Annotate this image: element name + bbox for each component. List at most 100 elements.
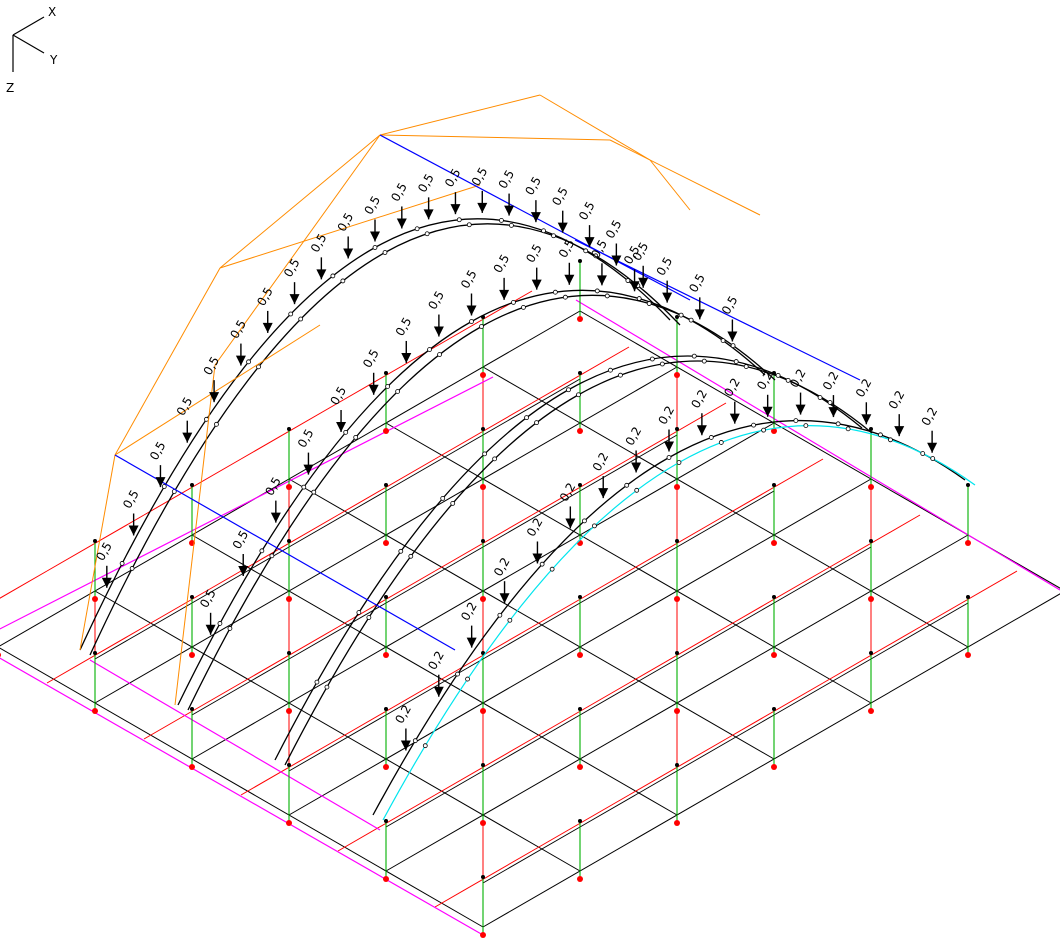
arch-bracing-layer xyxy=(79,94,761,706)
axis-triad: X Y Z xyxy=(6,5,58,95)
lower-grid-line xyxy=(482,602,581,660)
arch-node xyxy=(678,312,684,318)
load-arrow-head xyxy=(795,404,806,415)
arch-node xyxy=(366,615,372,620)
lower-grid-line xyxy=(288,602,387,660)
support-node xyxy=(383,652,389,658)
load-value-label: 0,5 xyxy=(120,487,142,511)
lower-grid-line xyxy=(482,378,581,436)
lower-grid-line xyxy=(579,658,678,716)
load-arrow-head xyxy=(629,281,640,292)
load-arrow-head xyxy=(450,204,461,215)
lower-grid-line xyxy=(773,658,872,716)
arch-node xyxy=(582,518,587,524)
arch-node xyxy=(583,248,589,254)
support-node xyxy=(286,820,292,826)
support-node xyxy=(868,484,874,490)
load-arrow-head xyxy=(598,488,609,499)
column-top-node xyxy=(384,483,388,487)
arch-node xyxy=(314,679,320,685)
arch-rib xyxy=(79,218,671,651)
load-arrow-head xyxy=(477,202,488,213)
arch-node xyxy=(691,353,697,359)
column-layer xyxy=(94,261,969,933)
load-arrow-head xyxy=(336,421,347,432)
arch-node xyxy=(720,338,726,344)
arch-node xyxy=(817,395,823,400)
arch-node xyxy=(688,317,694,323)
column-top-node xyxy=(966,483,970,487)
support-node xyxy=(771,428,777,434)
arch-node xyxy=(412,738,418,744)
arch-node xyxy=(204,416,209,422)
column-top-node xyxy=(384,595,388,599)
column-top-node xyxy=(966,595,970,599)
load-arrow-head xyxy=(466,637,477,648)
lower-grid-line xyxy=(870,602,969,660)
edge-beam-back xyxy=(575,299,1060,591)
arch-brace xyxy=(219,134,381,269)
column-top-node xyxy=(384,819,388,823)
load-value-label: 0,5 xyxy=(174,395,196,419)
load-value-label: 0,5 xyxy=(281,256,303,280)
load-arrow-head xyxy=(557,222,568,233)
arch-node xyxy=(385,384,391,389)
arch-node xyxy=(324,684,330,690)
arch-brace xyxy=(609,139,761,216)
arch-node xyxy=(427,347,432,352)
load-arrow-head xyxy=(155,477,166,488)
load-arrow-head xyxy=(565,518,576,529)
arch-node xyxy=(634,487,640,493)
load-value-label: 0,2 xyxy=(557,480,579,504)
load-value-label: 0,5 xyxy=(496,168,518,192)
load-value-label: 0,2 xyxy=(688,387,710,411)
support-node xyxy=(868,708,874,714)
arch-brace xyxy=(114,267,221,456)
arch-node xyxy=(552,289,558,295)
column-top-node xyxy=(481,539,485,543)
column-top-node xyxy=(675,315,679,319)
support-node xyxy=(92,708,98,714)
arch-node xyxy=(608,367,613,373)
load-value-label: 0,5 xyxy=(360,347,382,371)
lower-grid-line xyxy=(385,546,484,604)
load-arrow-head xyxy=(396,218,407,229)
load-value-label: 0,2 xyxy=(655,403,677,427)
load-value-label: 0,5 xyxy=(522,174,544,198)
column-top-node xyxy=(578,707,582,711)
arch-node xyxy=(549,566,555,572)
arch-node xyxy=(878,432,883,438)
support-node xyxy=(674,708,680,714)
load-value-label: 0,2 xyxy=(820,369,842,393)
load-value-label: 0,5 xyxy=(197,587,219,611)
arch-node xyxy=(340,278,346,284)
support-node xyxy=(383,540,389,546)
load-arrow-head xyxy=(101,577,112,588)
load-value-label: 0,5 xyxy=(328,384,350,408)
arch-node xyxy=(256,364,261,370)
support-node xyxy=(674,596,680,602)
load-arrow-head xyxy=(401,352,412,363)
load-arrow-head xyxy=(611,255,622,266)
column-top-node xyxy=(578,819,582,823)
column-top-node xyxy=(578,483,582,487)
arch-node xyxy=(827,400,833,405)
support-node xyxy=(189,652,195,658)
support-node xyxy=(771,652,777,658)
support-node xyxy=(577,764,583,770)
load-arrow-head xyxy=(423,209,434,220)
load-arrow-head xyxy=(128,525,139,536)
column-top-node xyxy=(481,763,485,767)
load-arrow-head xyxy=(631,462,642,473)
load-value-label: 0,2 xyxy=(853,376,875,400)
arch-brace xyxy=(114,324,321,456)
load-value-label: 0,5 xyxy=(654,255,676,279)
edge-beam-left xyxy=(0,376,494,630)
arch-node xyxy=(521,304,526,310)
arch-node xyxy=(524,415,529,421)
arch-node xyxy=(259,548,265,554)
load-arrow-head xyxy=(303,464,314,475)
column-top-node xyxy=(481,427,485,431)
arch-node xyxy=(482,451,488,457)
